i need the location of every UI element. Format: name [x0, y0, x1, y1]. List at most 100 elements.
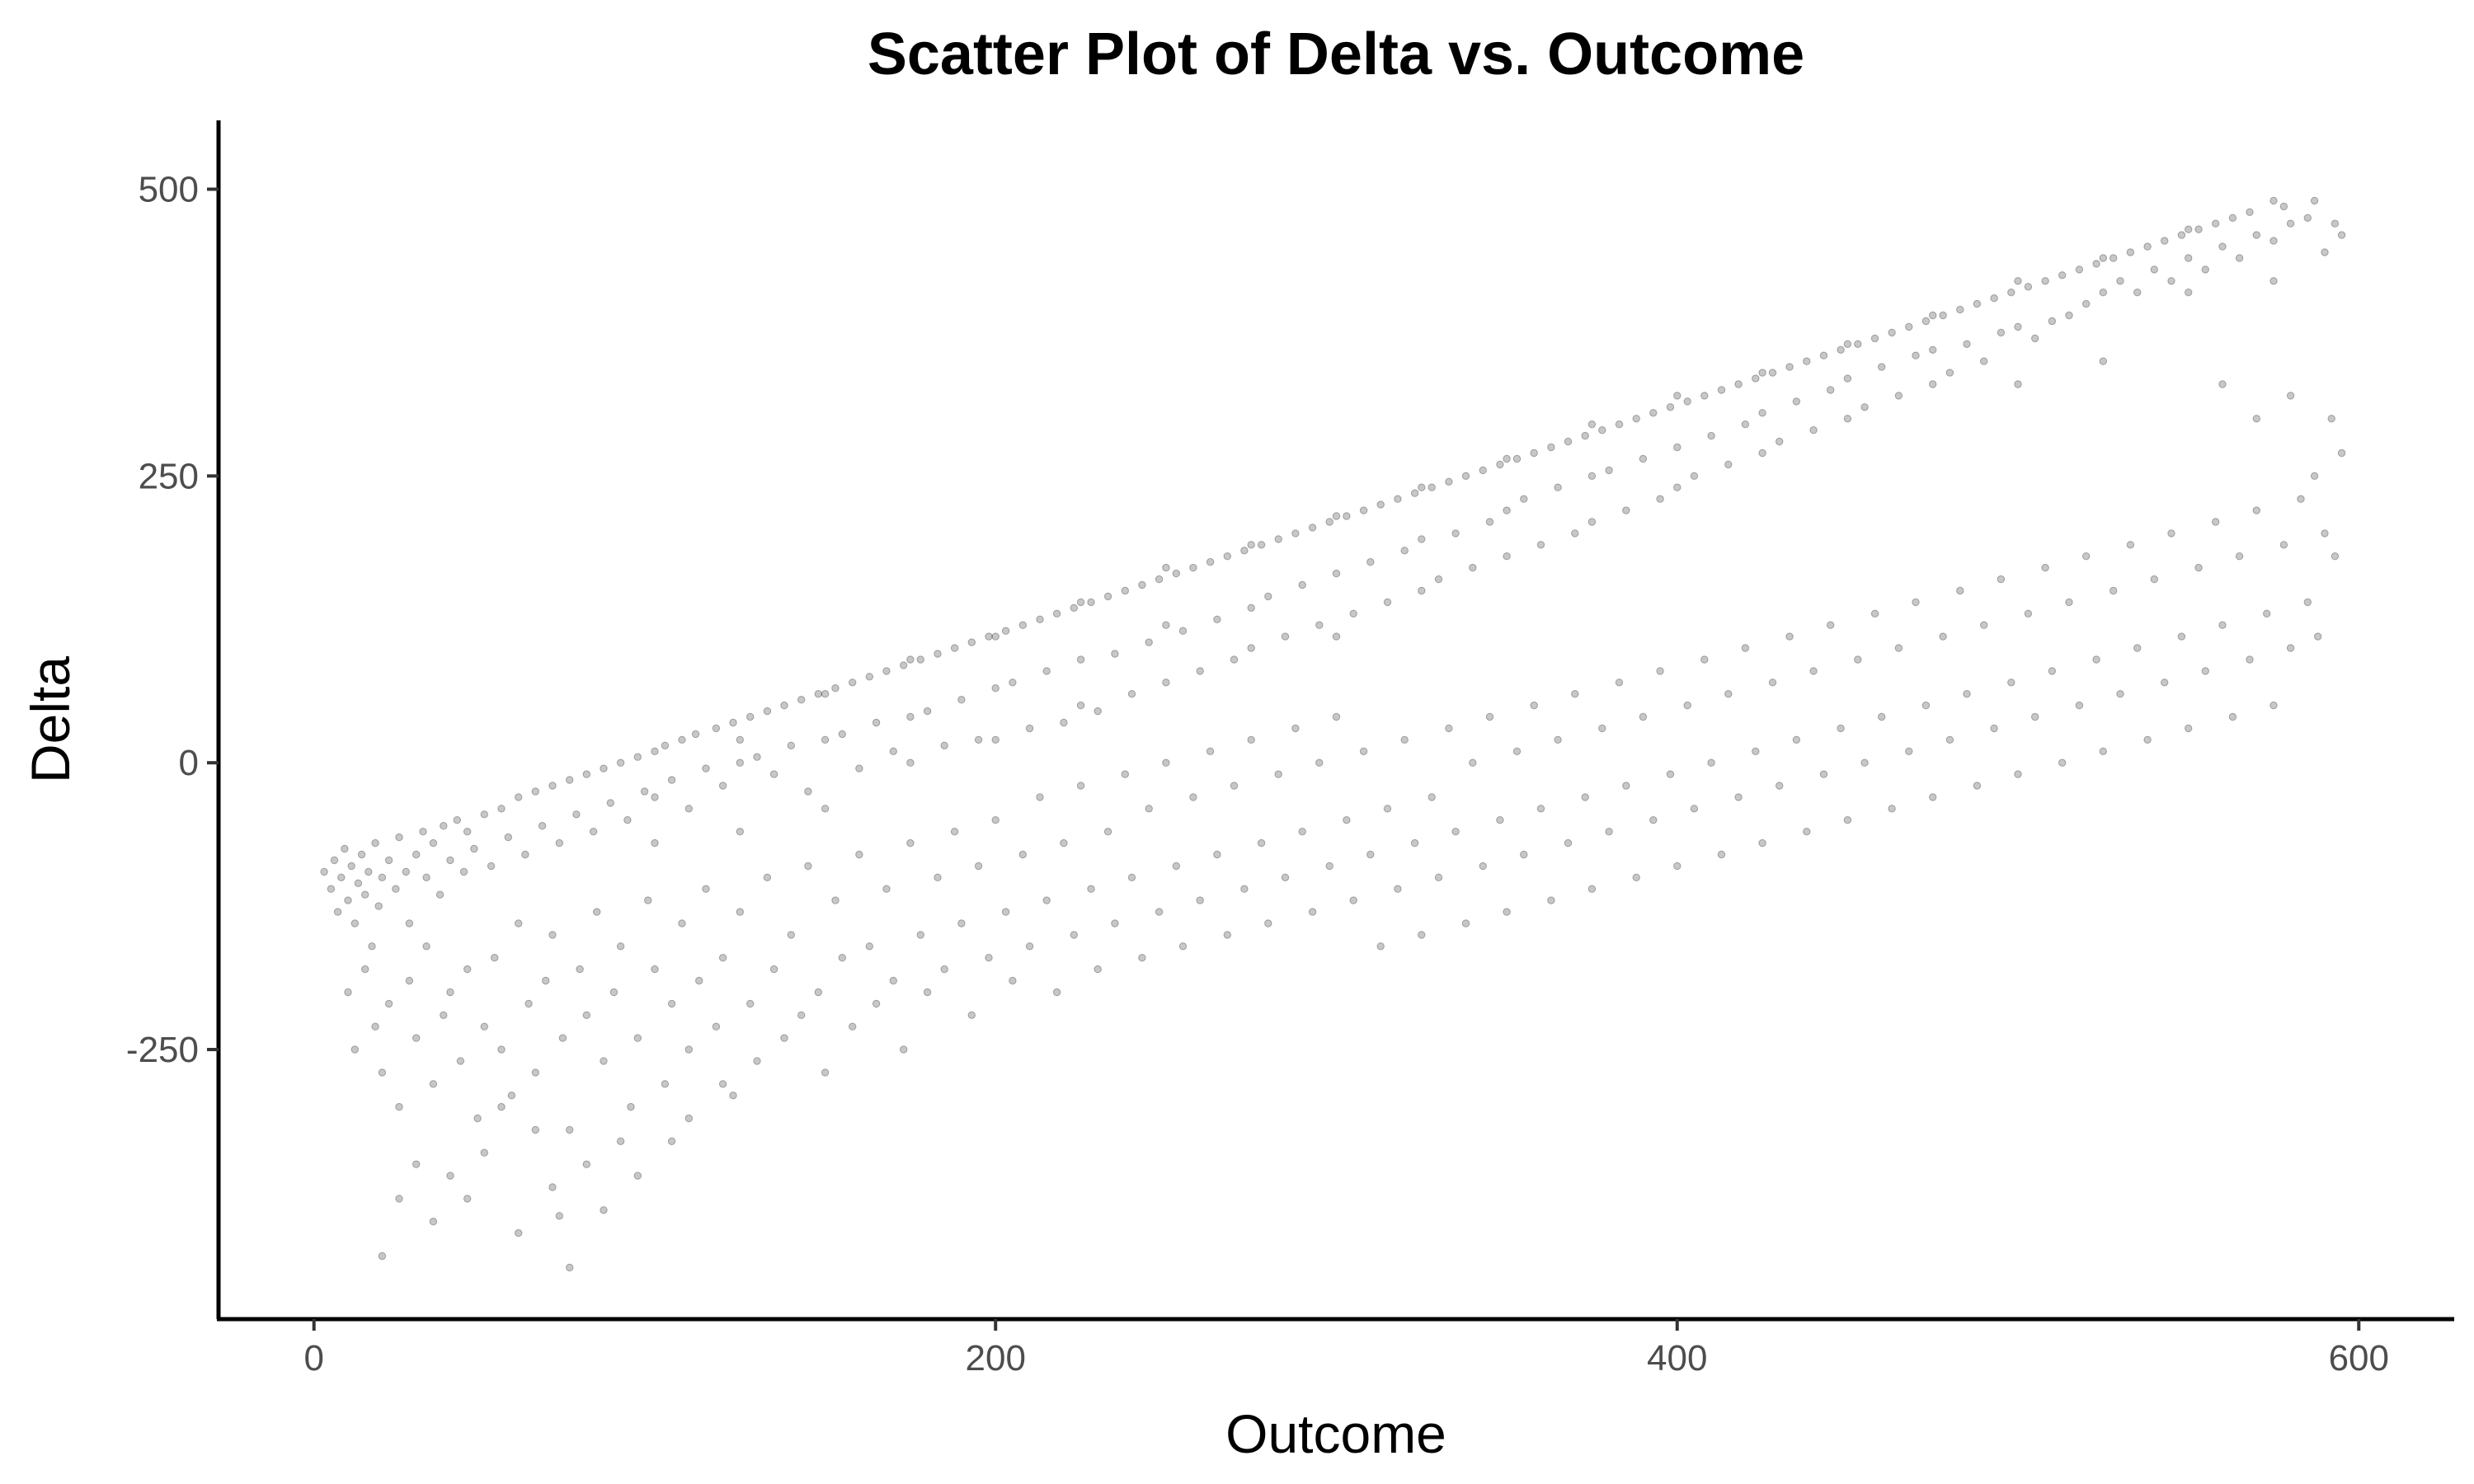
data-point: [1520, 495, 1528, 503]
data-point: [1587, 885, 1597, 893]
data-point: [906, 655, 915, 664]
data-point: [548, 782, 557, 790]
data-point: [1009, 976, 1017, 985]
data-point: [1196, 896, 1204, 904]
data-point: [354, 879, 363, 888]
data-point: [2337, 448, 2346, 458]
data-point: [1571, 529, 1579, 538]
data-point: [1001, 627, 1010, 635]
data-point: [2310, 196, 2319, 205]
data-point: [589, 828, 598, 836]
data-point: [1485, 712, 1494, 721]
data-point: [1247, 735, 1255, 744]
data-point: [384, 999, 393, 1008]
data-point: [1921, 317, 1931, 326]
data-point: [371, 1022, 379, 1031]
data-point: [1564, 838, 1573, 848]
data-point: [1758, 409, 1766, 417]
data-point: [2228, 712, 2237, 721]
data-point: [548, 1183, 557, 1191]
data-point: [753, 1057, 761, 1065]
data-point: [746, 712, 755, 721]
data-point: [1001, 908, 1010, 916]
data-point: [1376, 500, 1385, 509]
data-point: [1427, 483, 1436, 491]
data-point: [1018, 850, 1028, 859]
data-point: [2252, 415, 2261, 423]
data-point: [350, 919, 359, 928]
data-point: [1418, 483, 1426, 491]
data-point: [1451, 828, 1460, 836]
data-point: [1060, 718, 1068, 727]
data-point: [2099, 289, 2108, 297]
data-point: [524, 999, 533, 1008]
data-point: [378, 873, 387, 882]
data-point: [1400, 735, 1409, 744]
data-point: [470, 844, 478, 853]
data-point: [2331, 219, 2340, 228]
data-point: [2031, 712, 2039, 721]
data-point: [459, 867, 468, 876]
data-point: [1724, 460, 1733, 469]
data-point: [1445, 724, 1453, 733]
data-point: [967, 638, 976, 646]
data-point: [967, 1011, 976, 1020]
data-point: [2246, 655, 2254, 664]
data-point: [1929, 345, 1937, 354]
data-point: [2048, 317, 2057, 326]
data-point: [2279, 541, 2288, 549]
data-point: [1127, 690, 1136, 698]
data-point: [1247, 644, 1255, 652]
data-point: [1427, 793, 1436, 801]
data-point: [593, 908, 601, 916]
data-point: [1496, 460, 1504, 469]
data-point: [344, 896, 352, 904]
data-point: [957, 696, 966, 704]
data-point: [633, 1034, 642, 1042]
data-point: [1111, 650, 1119, 658]
data-point: [804, 787, 812, 796]
data-point: [2201, 667, 2210, 675]
data-point: [661, 1080, 670, 1088]
data-point: [633, 753, 642, 761]
data-point: [333, 908, 342, 916]
data-point: [797, 696, 806, 704]
data-point: [1189, 793, 1197, 801]
data-point: [600, 764, 608, 773]
data-point: [780, 1034, 788, 1042]
data-point: [538, 822, 547, 830]
data-point: [640, 787, 649, 796]
data-point: [985, 954, 993, 962]
data-point: [2269, 237, 2278, 245]
data-point: [1223, 931, 1232, 939]
data-point: [1025, 724, 1034, 733]
data-point: [1349, 609, 1357, 618]
data-point: [402, 867, 410, 876]
data-point: [736, 908, 744, 916]
data-point: [763, 707, 772, 716]
data-point: [2126, 248, 2135, 256]
data-point: [1094, 965, 1102, 974]
data-point: [1434, 575, 1443, 584]
data-point: [2331, 552, 2340, 561]
data-point: [429, 1218, 438, 1226]
data-point: [1939, 632, 1947, 641]
data-point: [1496, 816, 1504, 824]
data-point: [1929, 793, 1937, 801]
data-point: [2133, 289, 2142, 297]
data-point: [1956, 305, 1964, 314]
data-point: [1359, 506, 1368, 514]
data-point: [916, 655, 925, 664]
data-point: [1587, 518, 1597, 526]
data-point: [1837, 724, 1845, 733]
data-point: [515, 1228, 523, 1237]
data-point: [667, 776, 676, 784]
data-point: [2185, 724, 2193, 733]
data-point: [504, 833, 512, 842]
data-point: [1298, 828, 1306, 836]
data-point: [1018, 621, 1028, 629]
data-point: [1990, 294, 1998, 303]
data-point: [2041, 277, 2049, 285]
data-point: [1581, 793, 1589, 801]
data-point: [882, 667, 891, 675]
